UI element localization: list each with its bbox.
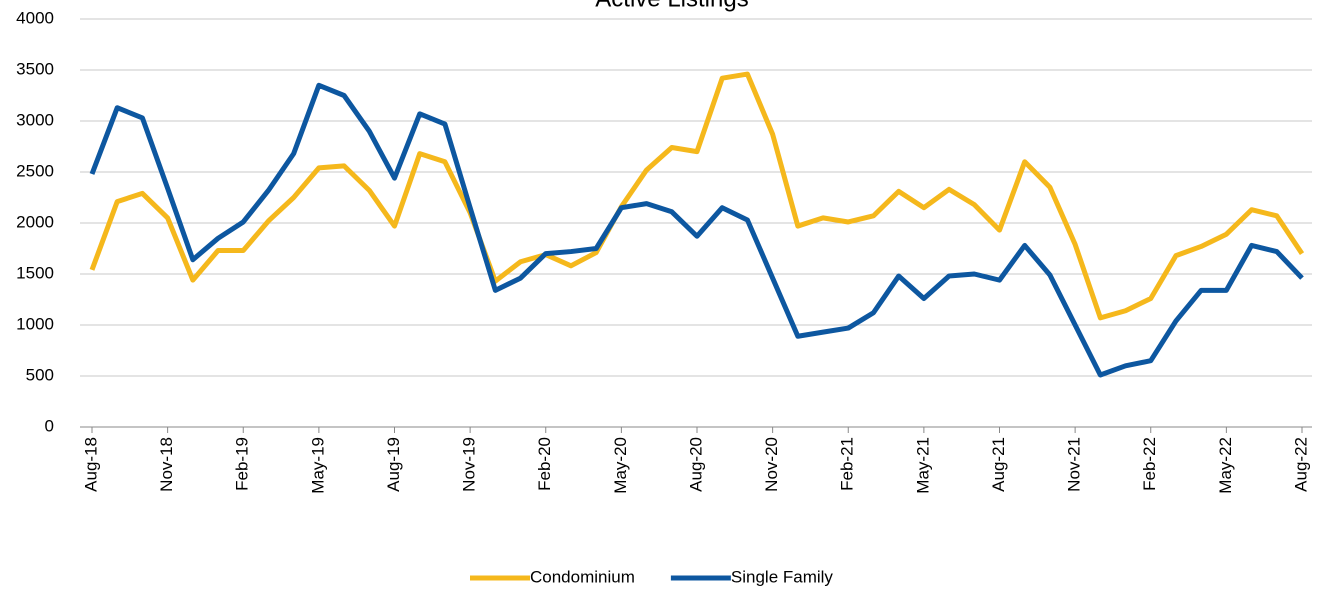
y-tick-label: 1500 (16, 263, 54, 282)
x-tick-label: Feb-19 (233, 437, 252, 491)
x-tick-label: Nov-21 (1065, 437, 1084, 492)
y-tick-label: 3000 (16, 110, 54, 129)
x-tick-label: Nov-18 (157, 437, 176, 492)
x-tick-label: Feb-21 (838, 437, 857, 491)
x-tick-label: Nov-20 (762, 437, 781, 492)
y-tick-label: 4000 (16, 8, 54, 27)
series-line (89, 71, 1305, 321)
series-line (89, 82, 1304, 378)
y-tick-label: 1000 (16, 314, 54, 333)
legend-label: Condominium (530, 567, 635, 586)
x-tick-label: Aug-18 (81, 437, 100, 492)
legend-label: Single Family (731, 567, 834, 586)
y-tick-label: 2500 (16, 161, 54, 180)
x-tick-label: Aug-19 (384, 437, 403, 492)
y-tick-label: 3500 (16, 59, 54, 78)
x-tick-label: Aug-22 (1291, 437, 1310, 492)
x-tick-label: Aug-20 (686, 437, 705, 492)
y-tick-label: 0 (45, 416, 54, 435)
x-tick-label: May-21 (913, 437, 932, 494)
y-tick-label: 500 (26, 365, 54, 384)
chart-title: Active Listings (595, 0, 748, 12)
x-tick-label: Feb-22 (1140, 437, 1159, 491)
y-tick-label: 2000 (16, 212, 54, 231)
x-tick-label: May-20 (611, 437, 630, 494)
x-tick-label: May-19 (308, 437, 327, 494)
x-tick-label: Nov-19 (460, 437, 479, 492)
x-tick-label: Feb-20 (535, 437, 554, 491)
x-tick-label: Aug-21 (989, 437, 1008, 492)
x-tick-label: May-22 (1216, 437, 1235, 494)
